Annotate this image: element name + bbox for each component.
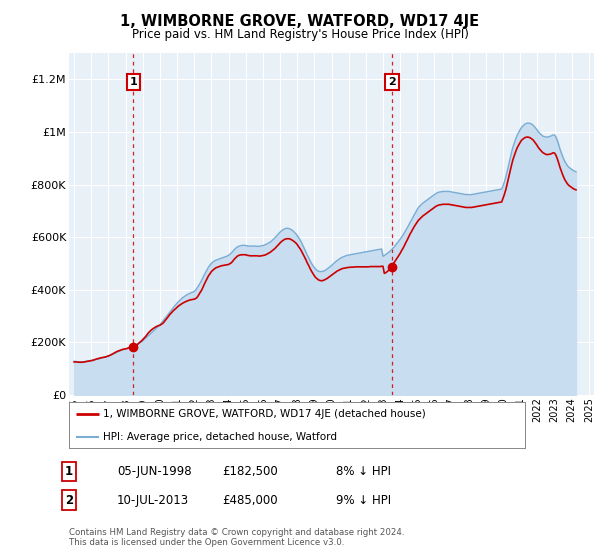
Text: 1: 1 xyxy=(129,77,137,87)
Text: 1: 1 xyxy=(65,465,73,478)
Text: 2: 2 xyxy=(388,77,396,87)
Text: 8% ↓ HPI: 8% ↓ HPI xyxy=(336,465,391,478)
Text: Contains HM Land Registry data © Crown copyright and database right 2024.
This d: Contains HM Land Registry data © Crown c… xyxy=(69,528,404,547)
Text: 2: 2 xyxy=(65,493,73,507)
Text: Price paid vs. HM Land Registry's House Price Index (HPI): Price paid vs. HM Land Registry's House … xyxy=(131,28,469,41)
Text: 1, WIMBORNE GROVE, WATFORD, WD17 4JE (detached house): 1, WIMBORNE GROVE, WATFORD, WD17 4JE (de… xyxy=(103,409,426,419)
Text: £485,000: £485,000 xyxy=(222,493,278,507)
Text: 1, WIMBORNE GROVE, WATFORD, WD17 4JE: 1, WIMBORNE GROVE, WATFORD, WD17 4JE xyxy=(121,14,479,29)
Text: 10-JUL-2013: 10-JUL-2013 xyxy=(117,493,189,507)
Text: £182,500: £182,500 xyxy=(222,465,278,478)
Text: 05-JUN-1998: 05-JUN-1998 xyxy=(117,465,191,478)
Text: 9% ↓ HPI: 9% ↓ HPI xyxy=(336,493,391,507)
Text: HPI: Average price, detached house, Watford: HPI: Average price, detached house, Watf… xyxy=(103,432,337,441)
